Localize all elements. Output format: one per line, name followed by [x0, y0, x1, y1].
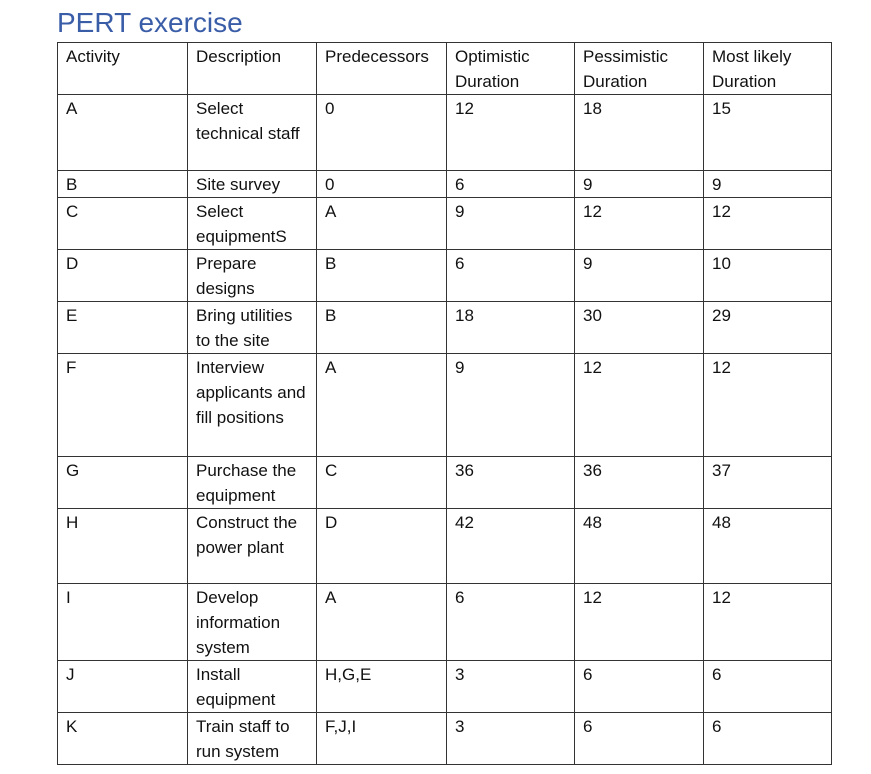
table-row: G Purchase the equipment C 36 36 37: [57, 456, 832, 509]
table-cell: J: [57, 660, 188, 713]
table-cell: 9: [446, 197, 575, 250]
column-header: Optimistic Duration: [446, 42, 575, 95]
table-cell: D: [57, 249, 188, 302]
table-cell: F,J,I: [316, 712, 447, 765]
table-row: J Install equipment H,G,E 3 6 6: [57, 660, 832, 713]
table-cell: 12: [703, 197, 832, 250]
table-cell: 6: [574, 660, 704, 713]
table-cell: E: [57, 301, 188, 354]
table-cell: G: [57, 456, 188, 509]
table-cell: D: [316, 508, 447, 584]
table-cell: Bring utilities to the site: [187, 301, 317, 354]
table-cell: 9: [574, 170, 704, 198]
table-cell: 6: [703, 712, 832, 765]
table-cell: K: [57, 712, 188, 765]
table-cell: H,G,E: [316, 660, 447, 713]
table-cell: B: [316, 249, 447, 302]
table-cell: 6: [703, 660, 832, 713]
table-cell: 6: [446, 583, 575, 661]
table-cell: 9: [446, 353, 575, 457]
table-cell: 12: [574, 583, 704, 661]
page-title: PERT exercise: [57, 7, 243, 38]
table-cell: 29: [703, 301, 832, 354]
table-row: I Develop information system A 6 12 12: [57, 583, 832, 661]
table-row: D Prepare designs B 6 9 10: [57, 249, 832, 302]
table-cell: Train staff to run system: [187, 712, 317, 765]
table-cell: 18: [446, 301, 575, 354]
table-cell: 48: [703, 508, 832, 584]
table-cell: A: [316, 353, 447, 457]
table-cell: 36: [446, 456, 575, 509]
table-row: E Bring utilities to the site B 18 30 29: [57, 301, 832, 354]
table-row: B Site survey 0 6 9 9: [57, 170, 832, 198]
header-row: Activity Description Predecessors Optimisti…: [57, 42, 832, 95]
table-cell: A: [316, 197, 447, 250]
table-cell: Select technical staff: [187, 94, 317, 171]
table-cell: 48: [574, 508, 704, 584]
table-cell: F: [57, 353, 188, 457]
table-cell: 6: [446, 249, 575, 302]
table-cell: 9: [574, 249, 704, 302]
table-cell: A: [57, 94, 188, 171]
table-cell: 42: [446, 508, 575, 584]
table-cell: 12: [574, 353, 704, 457]
table-cell: 37: [703, 456, 832, 509]
column-header: Activity: [57, 42, 188, 95]
table-row: C Select equipmentS A 9 12 12: [57, 197, 832, 250]
table-cell: 18: [574, 94, 704, 171]
column-header: Pessimistic Duration: [574, 42, 704, 95]
table-cell: A: [316, 583, 447, 661]
table-cell: 3: [446, 712, 575, 765]
table-cell: 12: [446, 94, 575, 171]
table-cell: B: [57, 170, 188, 198]
pert-table: Activity Description Predecessors Optimisti…: [57, 42, 832, 765]
table-cell: 0: [316, 94, 447, 171]
column-header: Description: [187, 42, 317, 95]
table-row: F Interview applicants and fill positions…: [57, 353, 832, 457]
table-cell: B: [316, 301, 447, 354]
table-cell: I: [57, 583, 188, 661]
column-header: Predecessors: [316, 42, 447, 95]
table-cell: 10: [703, 249, 832, 302]
table-cell: 9: [703, 170, 832, 198]
table-row: K Train staff to run system F,J,I 3 6 6: [57, 712, 832, 765]
table-cell: C: [57, 197, 188, 250]
table-cell: 12: [703, 353, 832, 457]
table-row: A Select technical staff 0 12 18 15: [57, 94, 832, 171]
table-cell: Select equipmentS: [187, 197, 317, 250]
table-row: H Construct the power plant D 42 48 48: [57, 508, 832, 584]
table-cell: Install equipment: [187, 660, 317, 713]
table-body: A Select technical staff 0 12 18 15 B Site surv…: [57, 94, 832, 765]
table-cell: 12: [574, 197, 704, 250]
table-cell: Construct the power plant: [187, 508, 317, 584]
table-cell: 6: [574, 712, 704, 765]
table-cell: Site survey: [187, 170, 317, 198]
table-cell: 3: [446, 660, 575, 713]
table-cell: H: [57, 508, 188, 584]
table-cell: 15: [703, 94, 832, 171]
table-cell: Interview applicants and fill positions: [187, 353, 317, 457]
table-cell: 36: [574, 456, 704, 509]
table-cell: 6: [446, 170, 575, 198]
table-cell: Purchase the equipment: [187, 456, 317, 509]
table-cell: C: [316, 456, 447, 509]
table-cell: 30: [574, 301, 704, 354]
table-cell: Develop information system: [187, 583, 317, 661]
table-cell: Prepare designs: [187, 249, 317, 302]
table-cell: 0: [316, 170, 447, 198]
column-header: Most likely Duration: [703, 42, 832, 95]
table-cell: 12: [703, 583, 832, 661]
